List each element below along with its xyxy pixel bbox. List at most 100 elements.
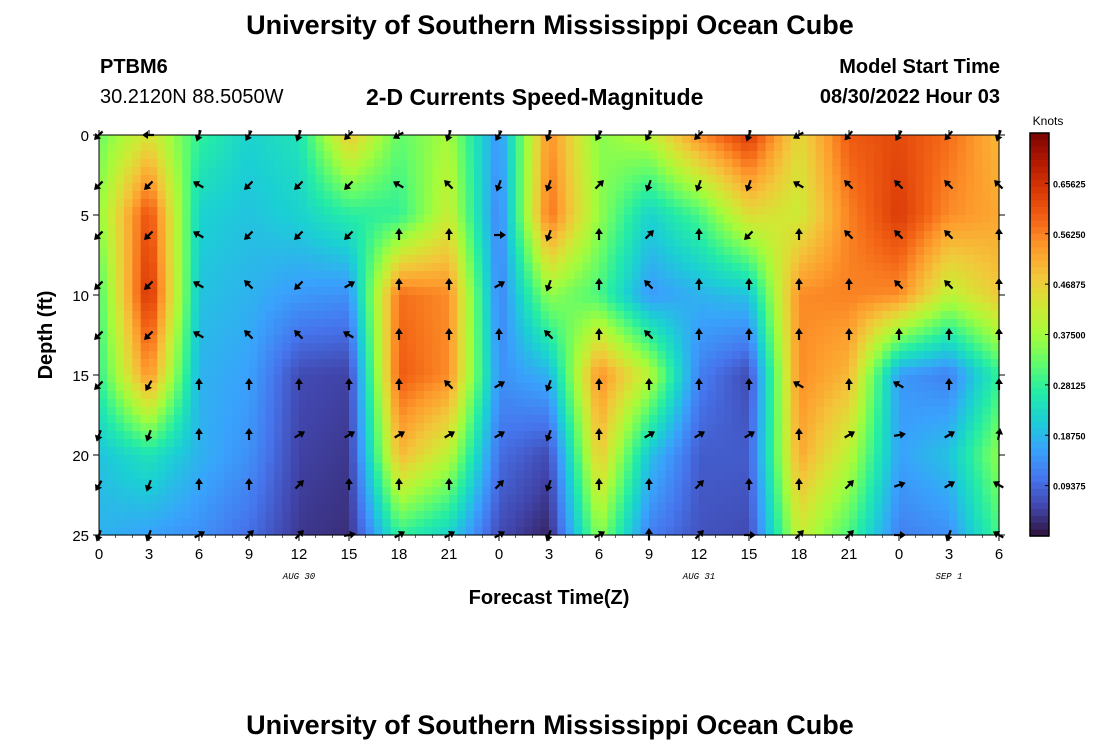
heatmap-cell xyxy=(624,263,633,272)
heatmap-cell xyxy=(782,255,792,264)
heatmap-cell xyxy=(357,271,367,280)
heatmap-cell xyxy=(457,231,467,240)
heatmap-cell xyxy=(365,271,375,280)
heatmap-cell xyxy=(357,295,367,304)
heatmap-cell xyxy=(882,223,892,232)
heatmap-cell xyxy=(915,479,925,488)
heatmap-cell xyxy=(515,295,525,304)
heatmap-cell xyxy=(374,167,383,176)
heatmap-cell xyxy=(515,159,525,168)
heatmap-cell xyxy=(824,399,833,408)
heatmap-cell xyxy=(782,487,792,496)
heatmap-cell xyxy=(690,375,700,384)
heatmap-cell xyxy=(865,375,875,384)
heatmap-cell xyxy=(915,311,925,320)
heatmap-cell xyxy=(599,335,608,344)
heatmap-cell xyxy=(265,175,275,184)
heatmap-cell xyxy=(365,279,375,288)
heatmap-cell xyxy=(482,255,492,264)
heatmap-cell xyxy=(965,231,975,240)
heatmap-cell xyxy=(115,263,125,272)
heatmap-cell xyxy=(232,383,242,392)
heatmap-cell xyxy=(165,391,175,400)
heatmap-cell xyxy=(499,327,508,336)
heatmap-cell xyxy=(140,159,150,168)
heatmap-cell xyxy=(932,399,942,408)
heatmap-cell xyxy=(349,415,358,424)
heatmap-cell xyxy=(157,431,167,440)
heatmap-cell xyxy=(190,263,200,272)
heatmap-cell xyxy=(332,479,342,488)
heatmap-cell xyxy=(382,375,392,384)
heatmap-cell xyxy=(249,231,258,240)
heatmap-cell xyxy=(824,295,833,304)
heatmap-cell xyxy=(674,335,683,344)
heatmap-cell xyxy=(824,415,833,424)
heatmap-cell xyxy=(124,319,133,328)
heatmap-cell xyxy=(207,191,217,200)
heatmap-cell xyxy=(215,231,225,240)
heatmap-cell xyxy=(149,303,158,312)
heatmap-cell xyxy=(482,399,492,408)
heatmap-cell xyxy=(940,271,950,280)
heatmap-cell xyxy=(707,455,717,464)
heatmap-cell xyxy=(507,295,517,304)
heatmap-cell xyxy=(332,431,342,440)
heatmap-cell xyxy=(240,375,250,384)
heatmap-cell xyxy=(390,487,400,496)
heatmap-cell xyxy=(949,271,958,280)
heatmap-cell xyxy=(507,367,517,376)
heatmap-cell xyxy=(132,479,142,488)
heatmap-cell xyxy=(874,271,883,280)
heatmap-cell xyxy=(715,263,725,272)
heatmap-cell xyxy=(432,479,442,488)
heatmap-cell xyxy=(149,415,158,424)
heatmap-cell xyxy=(132,151,142,160)
heatmap-cell xyxy=(282,231,292,240)
heatmap-cell xyxy=(415,383,425,392)
heatmap-cell xyxy=(149,439,158,448)
heatmap-cell xyxy=(907,471,917,480)
heatmap-cell xyxy=(440,479,450,488)
heatmap-cell xyxy=(649,167,658,176)
heatmap-cell xyxy=(507,455,517,464)
heatmap-cell xyxy=(490,255,500,264)
heatmap-cell xyxy=(390,463,400,472)
heatmap-cell xyxy=(332,159,342,168)
heatmap-cell xyxy=(532,399,542,408)
heatmap-cell xyxy=(149,327,158,336)
heatmap-cell xyxy=(107,327,117,336)
heatmap-cell xyxy=(132,415,142,424)
heatmap-cell xyxy=(174,263,183,272)
heatmap-cell xyxy=(507,359,517,368)
heatmap-cell xyxy=(774,287,783,296)
heatmap-cell xyxy=(607,335,617,344)
heatmap-cell xyxy=(482,279,492,288)
heatmap-cell xyxy=(115,495,125,504)
heatmap-cell xyxy=(765,351,775,360)
heatmap-cell xyxy=(449,431,458,440)
heatmap-cell xyxy=(615,231,625,240)
heatmap-cell xyxy=(599,295,608,304)
heatmap-cell xyxy=(474,431,483,440)
heatmap-cell xyxy=(990,455,1000,464)
heatmap-cell xyxy=(232,167,242,176)
heatmap-cell xyxy=(990,151,1000,160)
heatmap-cell xyxy=(382,407,392,416)
heatmap-cell xyxy=(740,351,750,360)
heatmap-cell xyxy=(449,399,458,408)
heatmap-cell xyxy=(282,247,292,256)
heatmap-cell xyxy=(782,351,792,360)
heatmap-cell xyxy=(590,215,600,224)
heatmap-cell xyxy=(915,415,925,424)
heatmap-cell xyxy=(740,463,750,472)
heatmap-cell xyxy=(382,279,392,288)
heatmap-cell xyxy=(174,383,183,392)
heatmap-cell xyxy=(282,503,292,512)
heatmap-cell xyxy=(790,383,800,392)
heatmap-cell xyxy=(707,383,717,392)
heatmap-cell xyxy=(207,207,217,216)
heatmap-cell xyxy=(224,359,233,368)
heatmap-cell xyxy=(799,207,808,216)
heatmap-cell xyxy=(124,143,133,152)
